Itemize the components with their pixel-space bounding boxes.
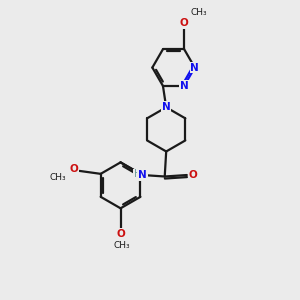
Text: O: O bbox=[180, 18, 188, 28]
Text: H: H bbox=[134, 169, 141, 179]
Text: CH₃: CH₃ bbox=[114, 242, 130, 250]
Text: O: O bbox=[189, 170, 198, 180]
Text: CH₃: CH₃ bbox=[50, 173, 67, 182]
Text: CH₃: CH₃ bbox=[190, 8, 207, 17]
Text: N: N bbox=[138, 170, 147, 180]
Text: O: O bbox=[116, 229, 125, 239]
Text: N: N bbox=[180, 81, 188, 91]
Text: O: O bbox=[69, 164, 78, 173]
Text: N: N bbox=[162, 102, 171, 112]
Text: N: N bbox=[190, 63, 199, 73]
